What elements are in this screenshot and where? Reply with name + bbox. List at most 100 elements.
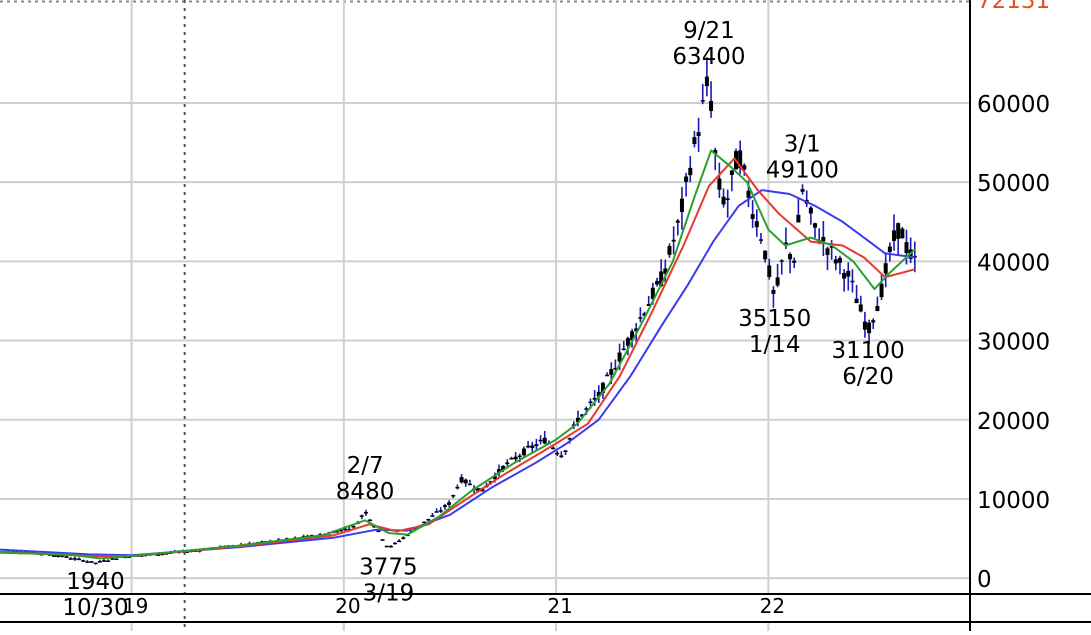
candle-body: [442, 505, 447, 508]
candle-body: [750, 214, 755, 219]
candle-body: [700, 100, 705, 102]
candle-body: [77, 558, 82, 561]
candle-body: [388, 545, 393, 548]
candle-body: [767, 265, 772, 277]
candle-body: [825, 248, 830, 255]
x-tick-label: 21: [547, 594, 572, 618]
candle-body: [351, 525, 356, 528]
annotation-line1: 1940: [66, 569, 125, 595]
y-tick-label: 20000: [977, 409, 1050, 435]
candle-body: [688, 167, 693, 176]
candle-body: [459, 477, 464, 483]
candle-body: [646, 304, 651, 306]
candle-body: [555, 452, 560, 455]
candle-body: [808, 207, 813, 214]
candle-body: [892, 230, 897, 241]
candle-body: [625, 338, 630, 346]
candle-body: [60, 555, 65, 557]
candle-body: [52, 555, 57, 557]
moving-average-short-line: [0, 149, 916, 560]
candle-body: [438, 510, 443, 512]
y-top-partial-label: 72131: [977, 0, 1050, 14]
candle-body: [501, 465, 506, 471]
candle-body: [110, 558, 115, 560]
candle-body: [455, 486, 460, 489]
annotation-line1: 31100: [832, 338, 905, 364]
candle-body: [713, 149, 718, 154]
candle-body: [534, 444, 539, 447]
candle-body: [630, 331, 635, 341]
moving-average-mid-line: [0, 157, 916, 557]
y-tick-label: 0: [977, 567, 992, 593]
candle-body: [679, 198, 684, 213]
candle-body: [380, 539, 385, 541]
candle-body: [496, 469, 501, 473]
candle-body: [56, 555, 61, 558]
candle-body: [621, 348, 626, 351]
candle-body: [813, 223, 818, 228]
candle-body: [114, 558, 119, 561]
candle-body: [837, 257, 842, 263]
candle-body: [854, 298, 859, 304]
y-tick-label: 30000: [977, 330, 1050, 356]
candle-body: [613, 367, 618, 370]
candle-body: [401, 537, 406, 539]
candle-body: [359, 515, 364, 517]
candle-body: [605, 374, 610, 377]
candle-body: [788, 253, 793, 260]
candle-body: [513, 456, 518, 460]
candle-body: [850, 280, 855, 283]
annotation-line1: 35150: [738, 306, 811, 332]
candle-body: [642, 313, 647, 316]
candle-body: [563, 450, 568, 453]
candle-body: [85, 561, 90, 563]
candle-body: [829, 246, 834, 248]
candle-body: [426, 518, 431, 521]
candle-body: [64, 556, 69, 558]
x-tick-label: 19: [123, 594, 148, 618]
annotation-line2: 1/14: [749, 332, 801, 358]
candle-body: [858, 304, 863, 312]
annotation-line2: 8480: [336, 479, 395, 505]
candle-body: [821, 236, 826, 242]
candle-body: [883, 263, 888, 274]
candle-body: [763, 250, 768, 260]
candle-body: [567, 438, 572, 440]
candle-body: [779, 260, 784, 262]
annotation-line2: 10/30: [62, 595, 128, 621]
candle-body: [530, 445, 535, 449]
candle-body: [106, 560, 111, 563]
annotation-line1: 3/1: [784, 131, 821, 157]
candle-body: [692, 137, 697, 145]
candle-body: [650, 287, 655, 299]
annotation-line1: 9/21: [683, 18, 735, 44]
y-tick-label: 10000: [977, 488, 1050, 514]
candle-body: [738, 150, 743, 169]
candle-body: [655, 280, 660, 285]
candle-body: [846, 270, 851, 277]
candle-body: [783, 242, 788, 245]
candle-body: [638, 317, 643, 319]
candle-body: [81, 560, 86, 562]
candle-body: [862, 321, 867, 330]
candle-body: [871, 320, 876, 323]
candle-body: [368, 519, 373, 522]
candle-body: [521, 448, 526, 456]
candle-body: [596, 391, 601, 397]
annotation-line2: 3/19: [363, 580, 415, 606]
candle-body: [879, 283, 884, 298]
candle-body: [696, 132, 701, 137]
candle-body: [671, 239, 676, 242]
candle-body: [875, 306, 880, 311]
annotation-line1: 2/7: [347, 453, 384, 479]
candle-body: [904, 242, 909, 254]
candle-body: [363, 511, 368, 514]
candle-body: [592, 397, 597, 400]
candle-body: [758, 239, 763, 241]
candle-body: [617, 352, 622, 362]
candle-body: [384, 545, 389, 548]
candle-body: [542, 437, 547, 444]
